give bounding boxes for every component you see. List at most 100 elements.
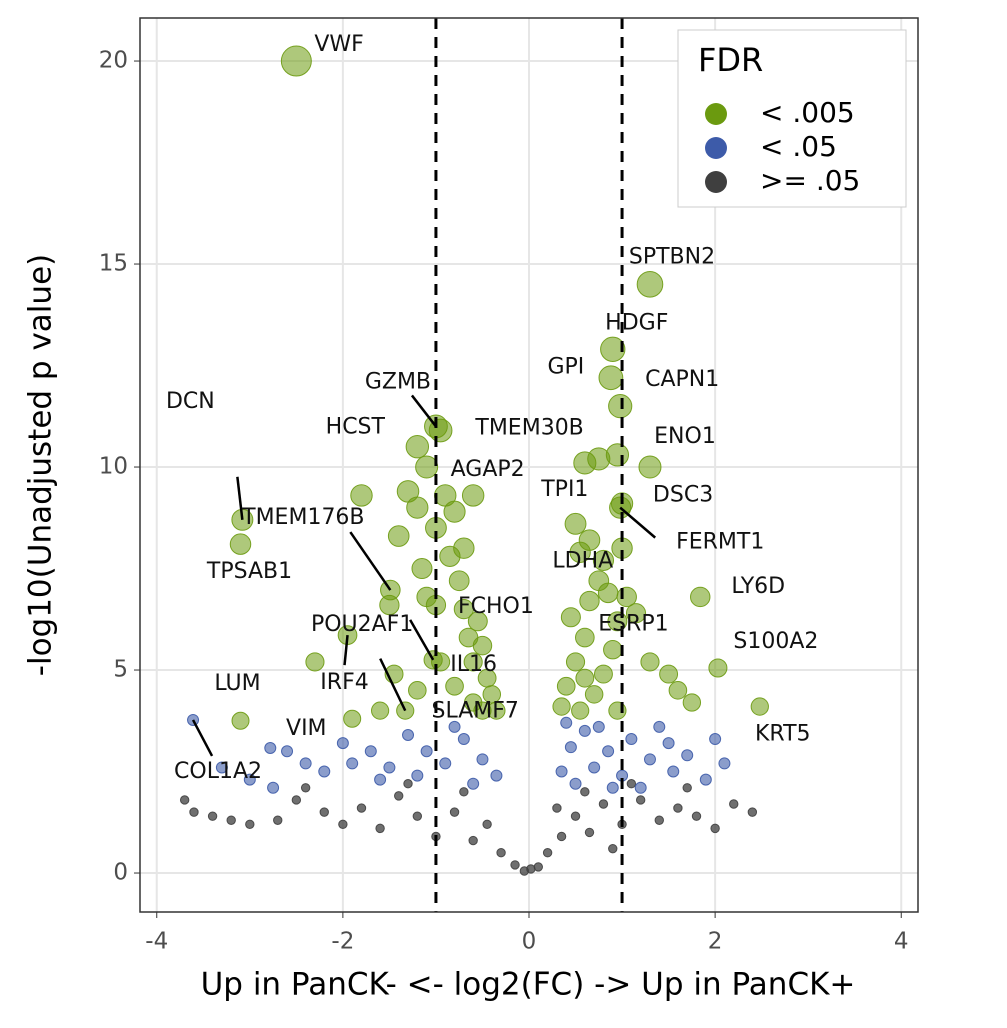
point	[273, 815, 283, 825]
point	[394, 791, 404, 801]
points	[179, 45, 769, 876]
point	[510, 860, 520, 870]
point	[482, 819, 492, 830]
point	[605, 443, 630, 467]
legend-marker	[705, 103, 727, 125]
point	[659, 664, 679, 684]
point	[415, 455, 439, 479]
point	[472, 635, 493, 656]
x-tick-label: 0	[522, 929, 537, 955]
point	[300, 783, 311, 793]
point	[635, 795, 646, 805]
point	[371, 701, 390, 720]
point	[560, 716, 573, 729]
gene-label: COL1A2	[174, 759, 262, 784]
point	[448, 570, 470, 592]
y-tick-label: 10	[99, 454, 128, 480]
point	[463, 652, 483, 672]
point	[603, 640, 623, 660]
point	[699, 773, 712, 786]
point	[526, 864, 536, 874]
point	[476, 753, 489, 766]
gene-label: TPSAB1	[206, 559, 292, 584]
gene-label: GZMB	[365, 369, 431, 394]
point	[578, 529, 601, 551]
legend: FDR < .005< .05>= .05	[677, 29, 907, 208]
point	[226, 815, 236, 825]
point	[420, 745, 433, 758]
y-axis-title: -log10(Unadjusted p value)	[23, 254, 59, 676]
gene-label: LY6D	[731, 574, 785, 599]
point	[459, 787, 469, 797]
point	[416, 586, 437, 608]
point	[564, 741, 577, 754]
point	[402, 728, 415, 741]
point	[189, 807, 199, 817]
point	[681, 749, 694, 762]
gene-label: FCHO1	[458, 594, 534, 619]
point	[560, 607, 581, 628]
point	[556, 676, 576, 696]
y-tick-label: 15	[99, 251, 128, 277]
y-tick-label: 0	[113, 860, 128, 886]
point	[299, 757, 312, 770]
point	[625, 733, 638, 746]
gene-label: TMEM176B	[241, 505, 364, 530]
legend-label: >= .05	[760, 164, 860, 197]
point	[709, 733, 722, 746]
point	[445, 676, 464, 696]
point	[291, 795, 302, 805]
leader-line	[343, 634, 349, 666]
gene-label: LDHA	[552, 549, 613, 574]
gene-label: POU2AF1	[311, 612, 413, 637]
point	[457, 733, 470, 746]
point	[243, 773, 256, 786]
x-tick-label: 4	[894, 929, 909, 955]
point	[383, 761, 396, 774]
point	[638, 455, 662, 479]
point	[448, 720, 461, 733]
point	[319, 807, 329, 817]
leader-line	[410, 394, 437, 428]
legend-marker	[705, 137, 727, 159]
point	[580, 787, 590, 797]
gene-label: VWF	[314, 32, 363, 57]
point	[564, 512, 587, 535]
point	[593, 664, 613, 684]
point	[570, 811, 581, 821]
gene-label: DSC3	[653, 483, 713, 508]
point	[343, 709, 362, 728]
gene-label: SPTBN2	[629, 244, 715, 269]
point	[305, 652, 325, 672]
point	[636, 271, 664, 298]
point	[747, 807, 758, 817]
point	[467, 777, 480, 790]
gene-label: HDGF	[605, 310, 668, 335]
point	[575, 627, 595, 648]
point	[231, 711, 250, 730]
point	[602, 745, 615, 758]
point	[403, 779, 413, 789]
point	[682, 783, 692, 793]
legend-label: < .005	[760, 96, 855, 129]
gene-label: S100A2	[733, 629, 818, 654]
point	[575, 668, 595, 688]
point	[608, 843, 618, 854]
point	[588, 761, 601, 774]
point	[598, 799, 609, 809]
point	[640, 652, 660, 672]
point	[264, 741, 277, 754]
point	[207, 811, 218, 821]
point	[318, 765, 331, 778]
gene-label: DCN	[166, 389, 215, 414]
point	[690, 586, 711, 608]
point	[600, 336, 626, 362]
gene-label: HCST	[326, 415, 386, 440]
point	[387, 525, 410, 547]
point	[411, 769, 424, 782]
point	[336, 737, 349, 750]
point	[374, 773, 387, 786]
point	[406, 496, 429, 519]
point	[453, 537, 475, 559]
